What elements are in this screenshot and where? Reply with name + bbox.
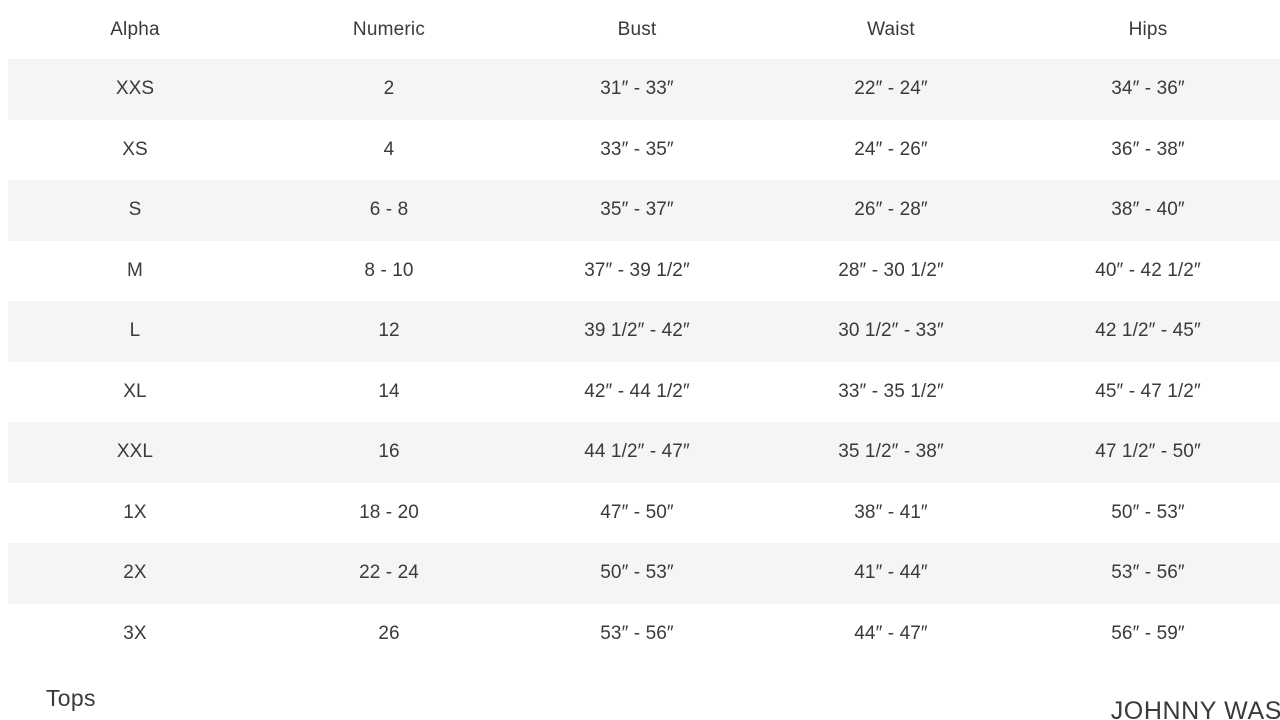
cell-hips: 40″ - 42 1/2″ [1095,259,1201,281]
column-header-hips: Hips [1016,0,1280,59]
cell-alpha: 1X [123,501,147,523]
cell-numeric: 8 - 10 [364,259,414,281]
cell-numeric: 2 [270,59,508,120]
cell-numeric: 26 [378,622,400,644]
cell-waist: 33″ - 35 1/2″ [838,380,944,402]
table-row: 2X 22 - 24 50″ - 53″ 41″ - 44″ 53″ - 56″ [0,543,1280,604]
cell-hips: 56″ - 59″ [1111,622,1185,644]
cell-waist: 44″ - 47″ [854,622,928,644]
cell-waist: 22″ - 24″ [766,59,1016,120]
cell-numeric: 14 [378,380,400,402]
cell-numeric: 22 - 24 [270,543,508,604]
cell-hips: 45″ - 47 1/2″ [1095,380,1201,402]
cell-waist: 30 1/2″ - 33″ [766,301,1016,362]
column-header-bust: Bust [508,0,766,59]
cell-alpha: 2X [0,543,270,604]
table-row: M 8 - 10 37″ - 39 1/2″ 28″ - 30 1/2″ 40″ - 4… [0,241,1280,302]
cell-waist: 28″ - 30 1/2″ [838,259,944,281]
cell-alpha: XXS [0,59,270,120]
cell-numeric: 18 - 20 [359,501,419,523]
cell-numeric: 12 [270,301,508,362]
cell-hips: 36″ - 38″ [1111,138,1185,160]
cell-hips: 34″ - 36″ [1016,59,1280,120]
cell-numeric: 6 - 8 [270,180,508,241]
cell-bust: 31″ - 33″ [508,59,766,120]
category-title: Tops [46,685,96,711]
table-header: Alpha Numeric Bust Waist Hips [0,0,1280,59]
cell-waist: 41″ - 44″ [766,543,1016,604]
cell-waist: 26″ - 28″ [766,180,1016,241]
cell-hips: 53″ - 56″ [1016,543,1280,604]
cell-alpha: XL [123,380,147,402]
cell-hips: 42 1/2″ - 45″ [1016,301,1280,362]
cell-alpha: L [0,301,270,362]
cell-bust: 33″ - 35″ [600,138,674,160]
cell-waist: 24″ - 26″ [854,138,928,160]
cell-waist: 35 1/2″ - 38″ [766,422,1016,483]
cell-alpha: 3X [123,622,147,644]
table-row: L 12 39 1/2″ - 42″ 30 1/2″ - 33″ 42 1/2″ - 4… [0,301,1280,362]
cell-bust: 42″ - 44 1/2″ [584,380,690,402]
cell-alpha: XS [122,138,148,160]
table-body: XXS 2 31″ - 33″ 22″ - 24″ 34″ - 36″ XS 4 33″ - … [0,59,1280,664]
cell-bust: 39 1/2″ - 42″ [508,301,766,362]
cell-bust: 44 1/2″ - 47″ [508,422,766,483]
cell-bust: 50″ - 53″ [508,543,766,604]
cell-waist: 38″ - 41″ [854,501,928,523]
table-row: XS 4 33″ - 35″ 24″ - 26″ 36″ - 38″ [0,120,1280,181]
column-header-numeric: Numeric [270,0,508,59]
table-row: XXS 2 31″ - 33″ 22″ - 24″ 34″ - 36″ [0,59,1280,120]
size-chart-table: Alpha Numeric Bust Waist Hips XXS 2 31″ - … [0,0,1280,664]
cell-bust: 37″ - 39 1/2″ [584,259,690,281]
column-header-waist: Waist [766,0,1016,59]
table-row: XL 14 42″ - 44 1/2″ 33″ - 35 1/2″ 45″ - 47 1… [0,362,1280,423]
cell-numeric: 16 [270,422,508,483]
cell-bust: 53″ - 56″ [600,622,674,644]
chart-footer: Tops JOHNNY WAS [0,665,1280,720]
brand-logo: JOHNNY WAS [1110,697,1280,720]
column-header-alpha: Alpha [0,0,270,59]
header-row: Alpha Numeric Bust Waist Hips [0,0,1280,59]
cell-numeric: 4 [383,138,395,160]
table-row: 1X 18 - 20 47″ - 50″ 38″ - 41″ 50″ - 53″ [0,483,1280,544]
cell-hips: 38″ - 40″ [1016,180,1280,241]
cell-hips: 47 1/2″ - 50″ [1016,422,1280,483]
cell-alpha: XXL [0,422,270,483]
cell-bust: 47″ - 50″ [600,501,674,523]
cell-hips: 50″ - 53″ [1111,501,1185,523]
cell-alpha: S [0,180,270,241]
table-row: XXL 16 44 1/2″ - 47″ 35 1/2″ - 38″ 47 1/2″ -… [0,422,1280,483]
cell-bust: 35″ - 37″ [508,180,766,241]
table-row: 3X 26 53″ - 56″ 44″ - 47″ 56″ - 59″ [0,604,1280,665]
cell-alpha: M [127,259,143,281]
